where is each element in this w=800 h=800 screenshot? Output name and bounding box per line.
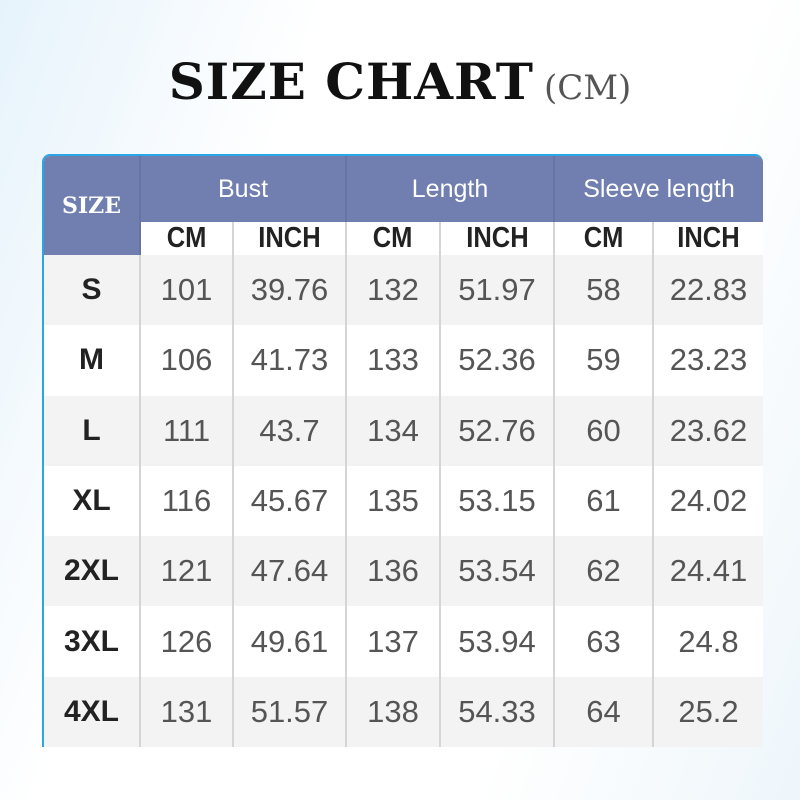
group-header-sleeve-length: Sleeve length [554,156,763,222]
measurement-cell: 64 [554,676,654,747]
measurement-cell: 47.64 [233,536,347,607]
measurement-cell: 131 [140,676,234,747]
group-header-length: Length [346,156,555,222]
measurement-cell: 53.54 [440,536,555,607]
measurement-cell: 133 [346,325,441,396]
measurement-cell: 39.76 [233,255,347,326]
unit-header: INCH [653,222,763,255]
title-unit: (CM) [543,68,632,108]
measurement-cell: 134 [346,395,441,466]
title-main: SIZE CHART [168,52,534,111]
measurement-cell: 116 [140,465,234,537]
table-row: 4XL 131 51.57 138 54.33 64 25.2 [44,676,763,747]
measurement-cell: 132 [346,255,441,326]
table-row: S 101 39.76 132 51.97 58 22.83 [44,255,763,326]
size-label: XL [44,465,141,537]
table-row: L 111 43.7 134 52.76 60 23.62 [44,395,763,466]
unit-header-label: CM [583,222,624,254]
measurement-cell: 135 [346,465,441,537]
unit-header: CM [346,222,441,255]
measurement-cell: 24.41 [653,536,763,607]
size-label: 3XL [44,606,141,677]
measurement-cell: 53.15 [440,465,555,537]
size-label: S [44,255,141,326]
measurement-cell: 63 [554,606,654,677]
measurement-cell: 53.94 [440,606,555,677]
measurement-cell: 52.76 [440,395,555,466]
size-chart-table: SIZE Bust Length Sleeve length CM INCH CM I… [42,154,763,747]
unit-header: CM [140,222,234,255]
measurement-cell: 52.36 [440,325,555,396]
measurement-cell: 126 [140,606,234,677]
measurement-cell: 121 [140,536,234,607]
measurement-cell: 62 [554,536,654,607]
measurement-cell: 22.83 [653,255,763,326]
unit-header: CM [554,222,654,255]
measurement-cell: 24.8 [653,606,763,677]
group-header-bust: Bust [140,156,347,222]
measurement-cell: 106 [140,325,234,396]
measurement-cell: 101 [140,255,234,326]
size-label: 2XL [44,536,141,607]
measurement-cell: 25.2 [653,676,763,747]
size-label: L [44,395,141,466]
measurement-cell: 23.23 [653,325,763,396]
unit-header: INCH [440,222,555,255]
measurement-cell: 51.97 [440,255,555,326]
measurement-cell: 45.67 [233,465,347,537]
measurement-cell: 58 [554,255,654,326]
unit-header: INCH [233,222,347,255]
unit-header-label: INCH [258,222,321,254]
measurement-cell: 49.61 [233,606,347,677]
table-row: 2XL 121 47.64 136 53.54 62 24.41 [44,536,763,607]
measurement-cell: 138 [346,676,441,747]
page-title: SIZE CHART (CM) [0,52,800,111]
unit-header-label: INCH [465,222,529,254]
unit-header-label: INCH [677,222,740,254]
measurement-cell: 60 [554,395,654,466]
table-row: M 106 41.73 133 52.36 59 23.23 [44,325,763,396]
table-row: XL 116 45.67 135 53.15 61 24.02 [44,465,763,537]
measurement-cell: 23.62 [653,395,763,466]
measurement-cell: 61 [554,465,654,537]
measurement-cell: 51.57 [233,676,347,747]
size-header: SIZE [44,156,141,255]
measurement-cell: 24.02 [653,465,763,537]
measurement-cell: 59 [554,325,654,396]
table-row: 3XL 126 49.61 137 53.94 63 24.8 [44,606,763,677]
size-label: M [44,325,141,396]
measurement-cell: 41.73 [233,325,347,396]
unit-header-label: CM [166,222,207,254]
measurement-cell: 54.33 [440,676,555,747]
measurement-cell: 137 [346,606,441,677]
measurement-cell: 136 [346,536,441,607]
unit-header-label: CM [373,222,413,254]
measurement-cell: 43.7 [233,395,347,466]
measurement-cell: 111 [140,395,234,466]
size-label: 4XL [44,676,141,747]
